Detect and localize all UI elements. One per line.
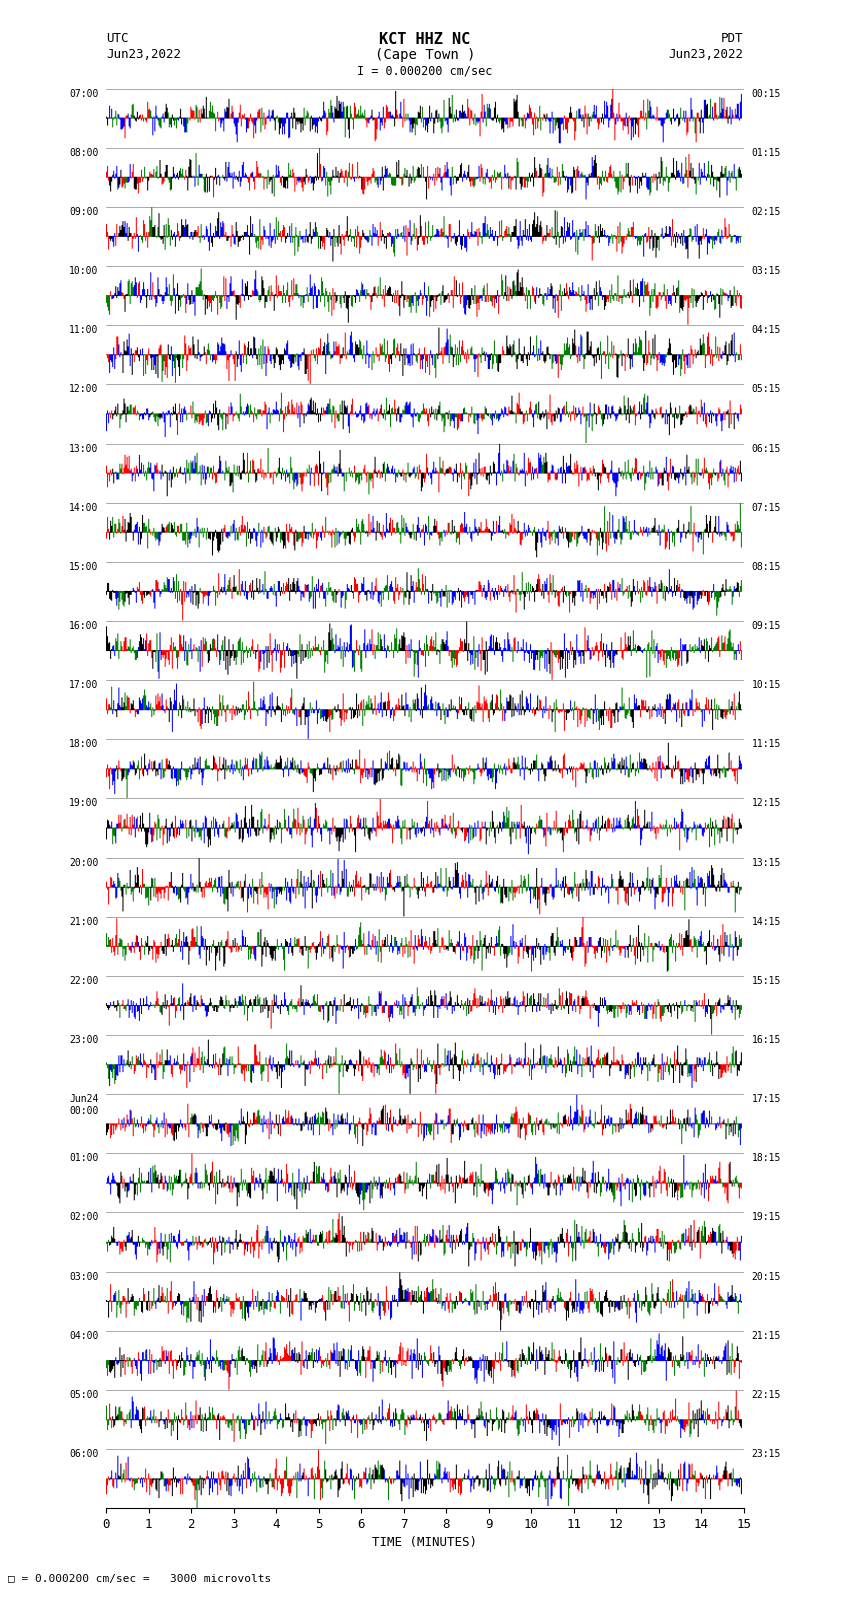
Text: 23:15: 23:15 (751, 1448, 781, 1460)
Text: □ = 0.000200 cm/sec =   3000 microvolts: □ = 0.000200 cm/sec = 3000 microvolts (8, 1574, 272, 1584)
Text: 01:15: 01:15 (751, 148, 781, 158)
Text: 20:15: 20:15 (751, 1271, 781, 1282)
Text: 13:15: 13:15 (751, 858, 781, 868)
Text: 21:00: 21:00 (69, 916, 99, 927)
Text: 18:00: 18:00 (69, 739, 99, 750)
Text: 09:00: 09:00 (69, 206, 99, 218)
Text: 20:00: 20:00 (69, 858, 99, 868)
Text: 07:15: 07:15 (751, 503, 781, 513)
Text: 21:15: 21:15 (751, 1331, 781, 1340)
Text: 05:15: 05:15 (751, 384, 781, 395)
Text: 01:00: 01:00 (69, 1153, 99, 1163)
Text: 16:00: 16:00 (69, 621, 99, 631)
Text: 18:15: 18:15 (751, 1153, 781, 1163)
Text: 03:00: 03:00 (69, 1271, 99, 1282)
Text: 10:00: 10:00 (69, 266, 99, 276)
Text: 04:00: 04:00 (69, 1331, 99, 1340)
Text: 19:00: 19:00 (69, 798, 99, 808)
Text: 06:00: 06:00 (69, 1448, 99, 1460)
Text: 08:00: 08:00 (69, 148, 99, 158)
Text: 11:15: 11:15 (751, 739, 781, 750)
Text: 23:00: 23:00 (69, 1036, 99, 1045)
Text: Jun24
00:00: Jun24 00:00 (69, 1094, 99, 1116)
Text: 13:00: 13:00 (69, 444, 99, 453)
Text: 10:15: 10:15 (751, 681, 781, 690)
Text: Jun23,2022: Jun23,2022 (106, 48, 181, 61)
Text: 02:00: 02:00 (69, 1213, 99, 1223)
Text: I = 0.000200 cm/sec: I = 0.000200 cm/sec (357, 65, 493, 77)
Text: 04:15: 04:15 (751, 326, 781, 336)
Text: (Cape Town ): (Cape Town ) (375, 48, 475, 63)
X-axis label: TIME (MINUTES): TIME (MINUTES) (372, 1537, 478, 1550)
Text: 07:00: 07:00 (69, 89, 99, 98)
Text: 15:00: 15:00 (69, 561, 99, 573)
Text: 12:00: 12:00 (69, 384, 99, 395)
Text: 17:15: 17:15 (751, 1094, 781, 1105)
Text: PDT: PDT (722, 32, 744, 45)
Text: UTC: UTC (106, 32, 128, 45)
Text: 19:15: 19:15 (751, 1213, 781, 1223)
Text: 14:00: 14:00 (69, 503, 99, 513)
Text: 06:15: 06:15 (751, 444, 781, 453)
Text: 14:15: 14:15 (751, 916, 781, 927)
Text: 00:15: 00:15 (751, 89, 781, 98)
Text: 17:00: 17:00 (69, 681, 99, 690)
Text: 22:00: 22:00 (69, 976, 99, 986)
Text: 11:00: 11:00 (69, 326, 99, 336)
Text: 08:15: 08:15 (751, 561, 781, 573)
Text: 02:15: 02:15 (751, 206, 781, 218)
Text: 15:15: 15:15 (751, 976, 781, 986)
Text: 03:15: 03:15 (751, 266, 781, 276)
Text: KCT HHZ NC: KCT HHZ NC (379, 32, 471, 47)
Text: 05:00: 05:00 (69, 1390, 99, 1400)
Text: 09:15: 09:15 (751, 621, 781, 631)
Text: 22:15: 22:15 (751, 1390, 781, 1400)
Text: Jun23,2022: Jun23,2022 (669, 48, 744, 61)
Text: 12:15: 12:15 (751, 798, 781, 808)
Text: 16:15: 16:15 (751, 1036, 781, 1045)
